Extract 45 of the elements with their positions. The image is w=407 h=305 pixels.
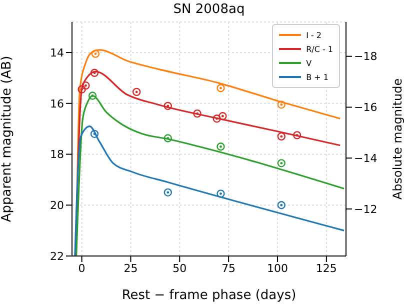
line-series [74,125,345,256]
point [216,190,225,198]
x-tick-label: 50 [172,262,187,275]
point [216,84,225,92]
point [216,142,225,151]
point [212,114,221,123]
y-tick-label: 14 [50,46,64,60]
x-axis-title: Rest − frame phase (days) [122,288,296,303]
point [164,134,172,142]
point [164,102,172,110]
y-tick-label: 16 [50,97,64,110]
point [277,100,286,109]
y2-tick-label: −18 [354,50,378,64]
chart-title: SN 2008aq [172,2,246,17]
point [277,201,286,210]
y-tick-label: 22 [50,250,64,263]
point [90,68,99,77]
x-tick-label: 75 [222,262,236,275]
legend-label: B + 1 [306,72,328,82]
point [91,50,100,58]
y2-tick-label: −14 [354,152,378,165]
point [88,92,97,100]
point [164,188,172,197]
point [218,112,227,120]
point [292,131,302,140]
point [90,130,99,138]
y-tick-label: 20 [50,199,64,212]
x-tick-label: 0 [78,262,86,275]
point [132,88,141,96]
legend-label: V [306,58,312,68]
x-tick-label: 125 [316,262,337,275]
point [193,109,202,118]
y2-tick-label: −16 [354,101,378,114]
legend-label: R/C - 1 [306,44,333,54]
y2-axis-title: Absolute magnitude [390,78,404,200]
legend-label: I - 2 [306,30,322,40]
y-tick-label: 18 [50,148,64,162]
point [277,159,286,168]
point [277,132,286,141]
y2-tick-label: −12 [354,202,378,216]
y-axis-title: Apparent magnitude (AB) [0,56,15,222]
point [78,85,86,94]
x-tick-label: 25 [124,262,138,275]
point [82,81,90,90]
x-tick-label: 100 [267,262,288,275]
